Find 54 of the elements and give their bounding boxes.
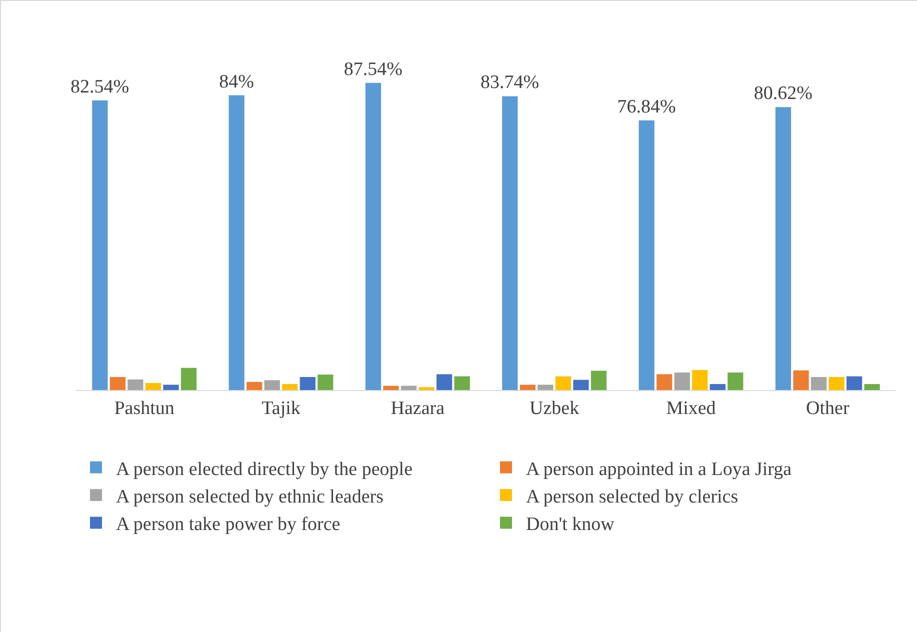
bar <box>692 370 708 390</box>
bar <box>710 384 726 390</box>
legend-label: A person selected by ethnic leaders <box>116 486 384 508</box>
bar <box>793 370 809 390</box>
x-tick-label: Hazara <box>390 398 446 419</box>
legend-label: A person appointed in a Loya Jirga <box>526 458 792 480</box>
data-label: 76.84% <box>617 96 676 118</box>
bar <box>846 376 862 390</box>
legend-label: A person take power by force <box>116 514 340 536</box>
legend-label: A person elected directly by the people <box>116 458 413 480</box>
bar <box>775 107 792 390</box>
bar <box>246 382 262 390</box>
bar <box>318 374 334 390</box>
bar <box>538 384 554 390</box>
bar <box>92 100 108 390</box>
bar <box>400 386 417 390</box>
bar <box>228 95 244 390</box>
bar <box>145 382 162 390</box>
bar <box>110 377 126 390</box>
data-label: 87.54% <box>344 58 403 80</box>
bar <box>180 368 197 390</box>
legend-label: A person selected by clerics <box>526 486 738 508</box>
bar <box>282 384 298 390</box>
bar <box>502 96 518 390</box>
bar <box>383 386 399 390</box>
legend-label: Don't know <box>526 514 615 536</box>
bar <box>300 377 316 390</box>
bar <box>728 372 744 390</box>
data-label: 80.62% <box>754 83 813 104</box>
bar <box>573 380 589 390</box>
data-label: 82.54% <box>70 76 130 98</box>
bar <box>590 370 607 390</box>
bar <box>365 82 382 390</box>
bar <box>128 379 144 390</box>
bar <box>555 376 572 390</box>
bar <box>163 384 179 390</box>
bar <box>864 384 880 390</box>
x-tick-label: Tajik <box>262 398 301 419</box>
bar <box>520 384 536 390</box>
data-label: 84% <box>219 71 254 92</box>
bar <box>810 377 827 390</box>
bar <box>828 377 844 390</box>
x-tick-label: Uzbek <box>530 398 580 419</box>
x-tick-label: Other <box>806 398 850 419</box>
bar <box>656 374 672 390</box>
bar <box>436 374 452 390</box>
bar <box>264 380 280 390</box>
data-label: 83.74% <box>480 72 540 94</box>
bar <box>454 376 470 390</box>
bar <box>638 120 654 390</box>
bar <box>418 387 434 390</box>
x-tick-label: Mixed <box>666 398 716 419</box>
x-tick-label: Pashtun <box>114 398 175 419</box>
bar <box>674 372 690 390</box>
